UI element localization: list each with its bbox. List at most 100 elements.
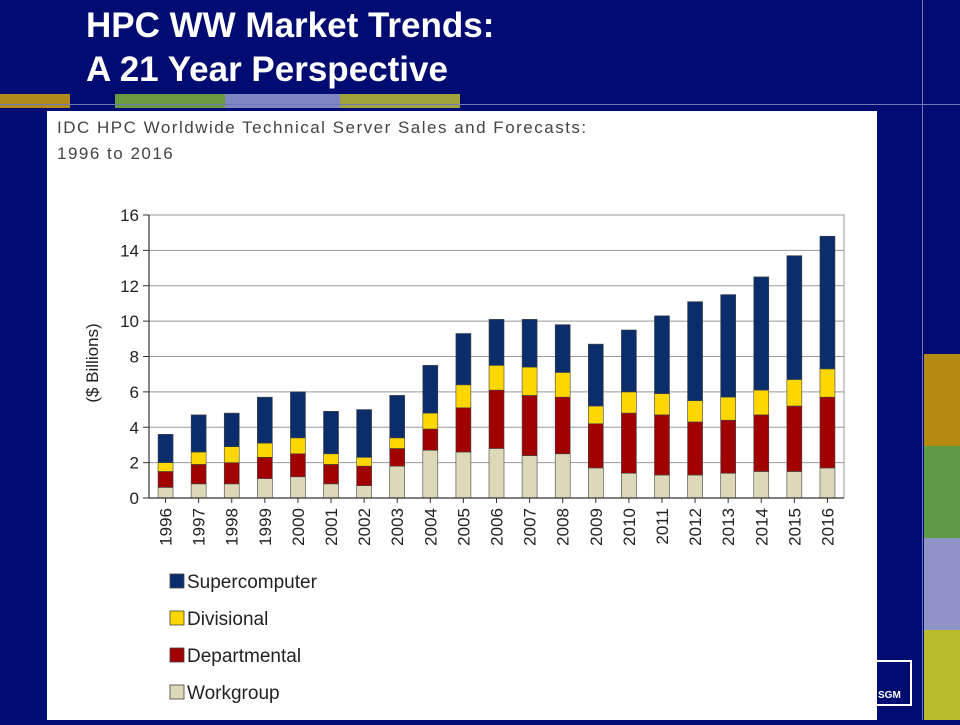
bar-departmental-2012 — [687, 421, 703, 476]
bar-stack-2016 — [819, 235, 836, 499]
bar-workgroup-1996 — [157, 487, 174, 499]
bar-workgroup-2006 — [488, 448, 505, 499]
legend-swatch — [169, 610, 185, 626]
bar-divisional-2011 — [654, 393, 670, 416]
bar-supercomputer-2003 — [389, 395, 406, 439]
x-tick-label: 2003 — [388, 508, 407, 546]
bar-departmental-2008 — [554, 396, 571, 455]
bar-stack-2003 — [389, 395, 406, 499]
bar-stack-2009 — [587, 343, 604, 499]
legend-swatch — [169, 684, 185, 700]
bar-stack-2007 — [521, 319, 538, 499]
bar-departmental-2003 — [389, 448, 406, 467]
bar-departmental-2011 — [654, 414, 670, 476]
logo-text: SGM — [878, 690, 901, 701]
bar-stack-2013 — [720, 294, 736, 499]
y-tick-label: 16 — [120, 206, 139, 225]
bar-supercomputer-2004 — [422, 365, 439, 414]
bar-workgroup-1998 — [223, 483, 240, 499]
side-divider — [922, 0, 923, 720]
bar-workgroup-2002 — [356, 485, 372, 499]
bar-workgroup-2015 — [786, 471, 803, 499]
bar-workgroup-2014 — [753, 471, 770, 499]
bar-divisional-2000 — [290, 437, 306, 455]
decor-block-green — [924, 446, 960, 538]
slide-title: HPC WW Market Trends: A 21 Year Perspect… — [86, 4, 494, 92]
bar-workgroup-2001 — [323, 483, 339, 499]
bar-supercomputer-2008 — [554, 324, 571, 373]
y-axis-label: ($ Billions) — [83, 323, 102, 402]
bar-departmental-1998 — [223, 462, 240, 485]
bar-divisional-2010 — [621, 391, 637, 414]
x-tick-label: 2006 — [488, 508, 507, 546]
bar-divisional-2015 — [786, 379, 803, 407]
bar-divisional-1996 — [157, 462, 174, 472]
y-tick-label: 10 — [120, 312, 139, 331]
bar-departmental-1999 — [257, 457, 273, 479]
y-tick-label: 12 — [120, 277, 139, 296]
x-tick-label: 2008 — [554, 508, 573, 546]
decor-strip-gold — [0, 94, 70, 108]
bar-workgroup-2016 — [819, 467, 836, 499]
bar-divisional-2007 — [521, 366, 538, 396]
bar-supercomputer-2016 — [819, 235, 836, 370]
bar-workgroup-2003 — [389, 465, 406, 499]
bar-departmental-2016 — [819, 396, 836, 469]
legend-item-divisional: Divisional — [169, 609, 268, 630]
bar-divisional-2002 — [356, 457, 372, 467]
chart-title-line1: IDC HPC Worldwide Technical Server Sales… — [57, 118, 588, 137]
bar-supercomputer-2005 — [455, 333, 472, 386]
bar-departmental-2002 — [356, 465, 372, 486]
bar-supercomputer-1999 — [257, 396, 273, 444]
decor-strip-green — [115, 94, 225, 108]
bar-supercomputer-2001 — [323, 411, 339, 455]
bar-supercomputer-2002 — [356, 409, 372, 458]
y-tick-label: 14 — [120, 241, 139, 260]
bar-supercomputer-1996 — [157, 434, 174, 463]
bar-divisional-2005 — [455, 384, 472, 409]
legend-label: Supercomputer — [187, 572, 318, 593]
x-tick-label: 2013 — [719, 508, 738, 546]
y-tick-label: 0 — [130, 489, 139, 508]
bar-departmental-2007 — [521, 395, 538, 456]
x-tick-label: 2012 — [686, 508, 705, 546]
slide-title-line1: HPC WW Market Trends: — [86, 6, 495, 45]
bar-stack-1997 — [190, 414, 207, 499]
bar-supercomputer-1997 — [190, 414, 207, 453]
bar-stack-2002 — [356, 409, 372, 499]
bar-workgroup-2005 — [455, 451, 472, 499]
legend-swatch — [169, 647, 185, 663]
bar-stack-2004 — [422, 365, 439, 499]
bar-departmental-2015 — [786, 405, 803, 472]
bar-supercomputer-2007 — [521, 319, 538, 368]
bar-stack-1996 — [157, 434, 174, 499]
bar-departmental-2006 — [488, 389, 505, 449]
bar-departmental-2001 — [323, 464, 339, 485]
bar-stack-1999 — [257, 396, 273, 499]
bar-divisional-2004 — [422, 412, 439, 430]
bar-divisional-2012 — [687, 400, 703, 423]
bar-supercomputer-2006 — [488, 319, 505, 366]
x-tick-label: 1999 — [256, 508, 275, 546]
bar-supercomputer-2010 — [621, 329, 637, 393]
bar-divisional-1999 — [257, 442, 273, 458]
decor-block-lavender — [924, 538, 960, 630]
x-tick-label: 2015 — [785, 508, 804, 546]
chart-title-line2: 1996 to 2016 — [57, 144, 174, 163]
x-tick-label: 2016 — [818, 508, 837, 546]
legend-swatch — [169, 573, 185, 589]
x-tick-label: 2011 — [653, 508, 672, 545]
bar-departmental-1996 — [157, 471, 174, 488]
decor-strip-olive — [340, 94, 460, 108]
bar-divisional-1998 — [223, 446, 240, 463]
bar-supercomputer-2014 — [753, 276, 770, 391]
bar-stack-2001 — [323, 411, 339, 499]
bar-divisional-2013 — [720, 396, 736, 421]
bar-departmental-2009 — [587, 423, 604, 469]
bar-stack-2014 — [753, 276, 770, 499]
x-tick-label: 2010 — [620, 508, 639, 546]
y-tick-label: 8 — [130, 348, 139, 367]
bar-workgroup-2012 — [687, 474, 703, 499]
decor-block-olive — [924, 630, 960, 720]
bar-divisional-2009 — [587, 405, 604, 425]
